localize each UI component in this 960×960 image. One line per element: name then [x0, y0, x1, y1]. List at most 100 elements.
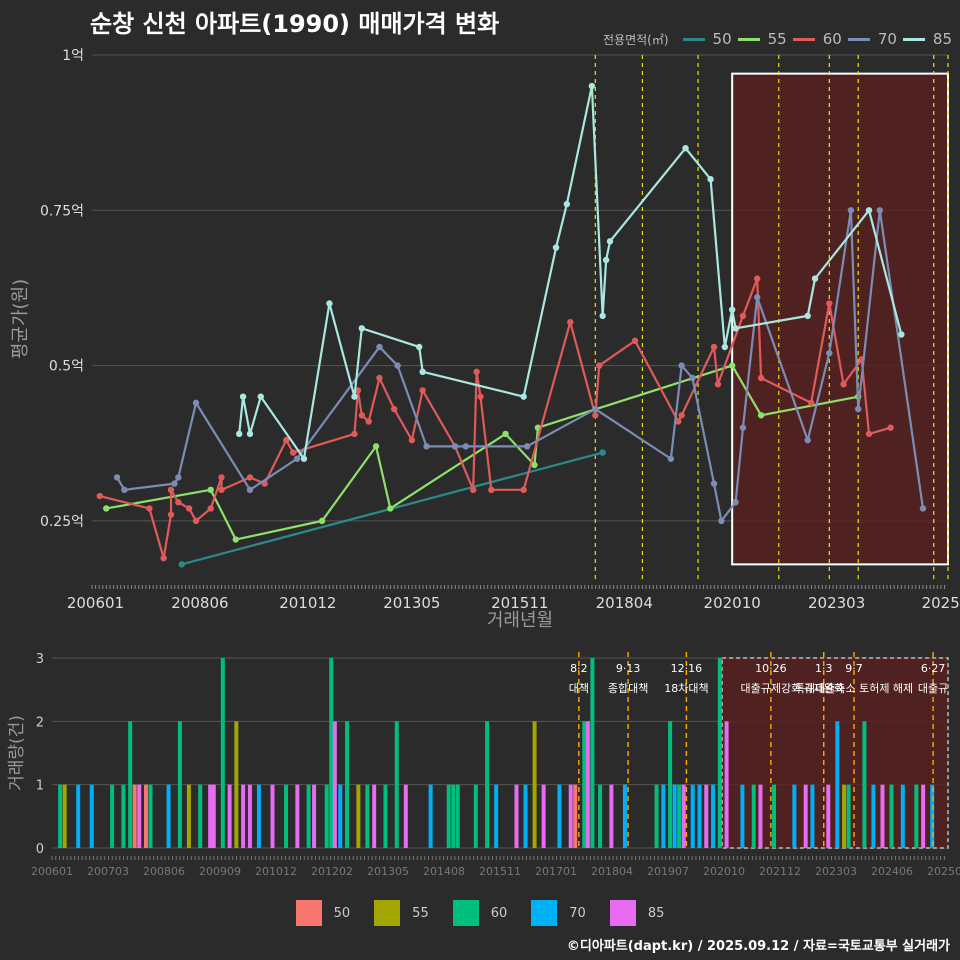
data-point-60 — [473, 368, 480, 375]
volume-bar-70 — [76, 784, 81, 848]
data-point-85 — [682, 144, 689, 152]
legend-title: 전용면적(㎡) — [603, 32, 669, 47]
volume-bar-70 — [557, 784, 562, 848]
data-point-70 — [192, 399, 200, 407]
volume-bar-60 — [751, 784, 756, 848]
bar-legend-label: 85 — [647, 905, 665, 921]
data-point-70 — [919, 505, 927, 512]
volume-bar-55 — [234, 721, 239, 848]
volume-bar-60 — [324, 784, 329, 848]
policy-date-label: 9·7 — [845, 662, 863, 675]
volume-bar-60 — [345, 721, 350, 848]
volume-bar-70 — [810, 784, 815, 848]
bar-legend-label: 60 — [490, 905, 508, 921]
data-point-85 — [728, 306, 736, 313]
data-point-70 — [678, 362, 685, 369]
data-point-70 — [121, 486, 128, 494]
volume-bar-70 — [740, 784, 745, 848]
data-point-85 — [326, 300, 333, 307]
legend-label: 70 — [877, 30, 897, 48]
data-point-60 — [96, 492, 103, 500]
data-point-60 — [826, 300, 833, 307]
data-point-55 — [232, 536, 239, 543]
bar-x-tick-label: 202406 — [871, 865, 913, 878]
bar-x-tick-label: 201804 — [591, 865, 633, 878]
data-point-85 — [599, 312, 606, 320]
top-legend: 전용면적(㎡) 50 55 60 70 85 — [603, 30, 952, 48]
volume-bar-60 — [128, 721, 133, 848]
series-line-60 — [99, 277, 891, 560]
data-point-70 — [667, 455, 675, 462]
volume-bar-85 — [332, 721, 337, 848]
data-point-60 — [218, 486, 225, 494]
data-point-60 — [840, 381, 847, 388]
legend-swatch — [737, 37, 760, 41]
volume-bar-70 — [89, 784, 94, 848]
data-point-85 — [602, 256, 610, 264]
policy-name-label: 대책 — [569, 682, 589, 695]
data-point-60 — [376, 374, 383, 382]
data-point-70 — [113, 474, 121, 481]
x-tick-label: 201511 — [491, 594, 548, 612]
bar-x-tick-label: 201408 — [423, 865, 465, 878]
x-tick-label: 200806 — [171, 594, 228, 612]
highlight-region — [731, 72, 949, 566]
volume-bar-55 — [532, 721, 537, 848]
volume-bar-70 — [428, 784, 433, 848]
policy-name-label: 특례대출축소 토허제 해제 — [795, 681, 913, 695]
data-point-70 — [293, 455, 301, 462]
volume-bar-70 — [622, 784, 627, 848]
data-point-55 — [502, 430, 509, 438]
data-point-55 — [531, 461, 538, 469]
data-point-55 — [372, 443, 380, 450]
volume-bar-85 — [681, 784, 686, 848]
data-point-60 — [218, 474, 225, 481]
volume-bar-70 — [697, 784, 702, 848]
volume-bar-60 — [473, 784, 478, 848]
volume-bar-85 — [758, 784, 763, 848]
y-tick-label: 1억 — [62, 48, 84, 64]
data-point-60 — [477, 393, 484, 400]
data-point-85 — [606, 238, 614, 245]
legend-swatch — [902, 37, 925, 41]
policy-date-label: 1·3 — [815, 662, 833, 675]
data-point-70 — [175, 474, 182, 481]
legend-swatch — [682, 37, 705, 41]
data-point-60 — [289, 449, 297, 456]
data-point-60 — [192, 517, 200, 525]
bar-x-tick-label: 200601 — [31, 865, 73, 878]
data-point-85 — [732, 325, 739, 332]
data-point-60 — [739, 312, 747, 320]
data-point-60 — [678, 412, 685, 419]
bar-legend-item-50: 50 — [295, 900, 350, 926]
bar-x-tick-label: 201511 — [479, 865, 521, 878]
bar-legend-item-85: 85 — [609, 900, 665, 926]
x-tick-label: 201012 — [279, 594, 336, 612]
data-point-70 — [847, 207, 855, 214]
data-point-70 — [826, 349, 833, 357]
volume-bar-60 — [306, 784, 311, 848]
data-point-85 — [563, 200, 571, 208]
data-point-60 — [419, 387, 426, 394]
data-point-85 — [358, 325, 365, 332]
data-point-60 — [185, 505, 193, 512]
data-point-85 — [520, 393, 527, 400]
volume-bar-60 — [485, 721, 490, 848]
x-axis-title: 거래년월 — [487, 610, 553, 631]
policy-date-label: 8·2 — [570, 662, 588, 675]
y-tick-label: 0.5억 — [49, 359, 84, 375]
volume-bar-70 — [900, 784, 905, 848]
policy-name-label: 대출규제강화 — [741, 682, 802, 695]
data-point-55 — [207, 486, 214, 494]
data-point-70 — [451, 443, 459, 450]
volume-bar-60 — [846, 784, 851, 848]
volume-bar-60 — [446, 784, 451, 848]
data-point-60 — [675, 418, 682, 425]
data-point-55 — [103, 505, 110, 512]
bar-x-tick-label: 200806 — [143, 865, 185, 878]
bar-x-tick-label: 201701 — [535, 865, 577, 878]
y-tick-label: 0.75억 — [40, 203, 84, 219]
volume-bar-85 — [514, 784, 519, 848]
volume-bar-85 — [241, 784, 246, 848]
volume-bar-60 — [220, 658, 225, 848]
